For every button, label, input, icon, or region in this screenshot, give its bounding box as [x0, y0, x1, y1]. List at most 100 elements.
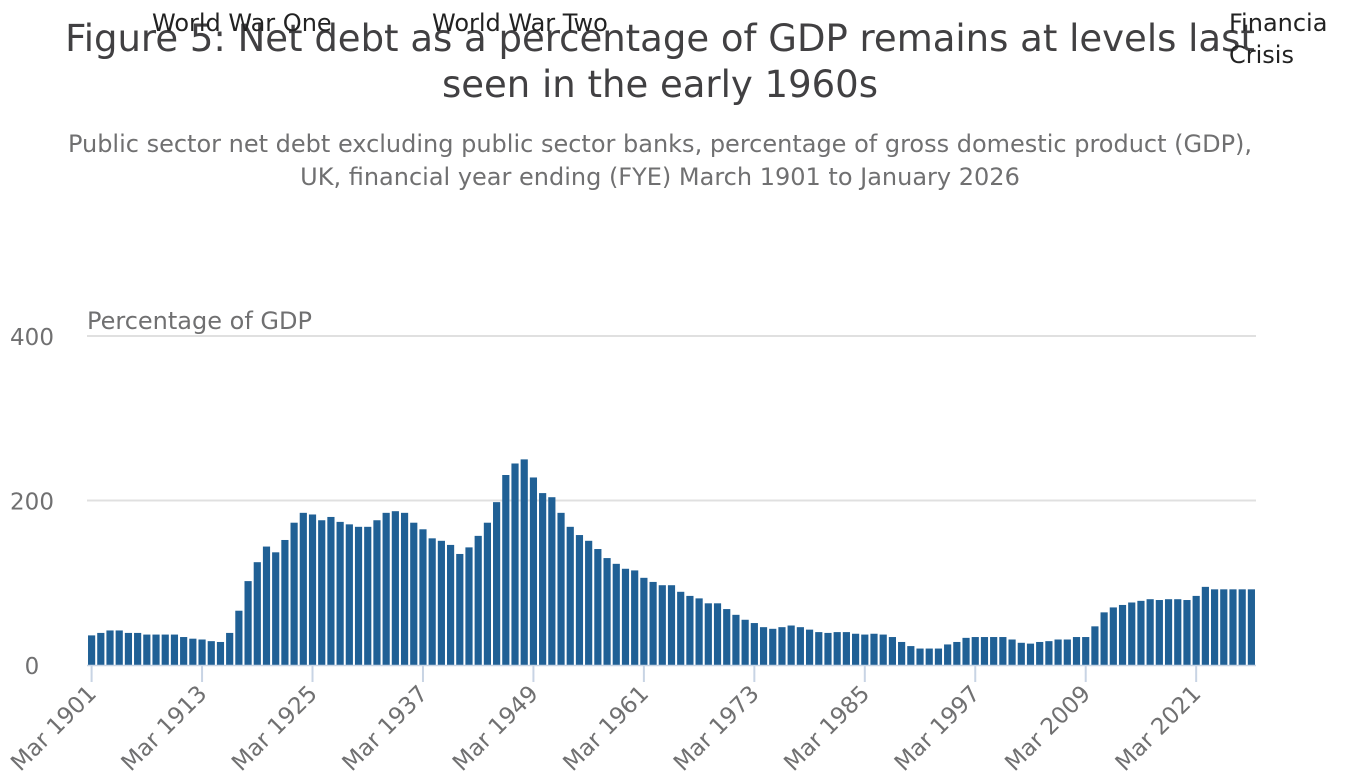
bar — [1183, 600, 1191, 665]
bar — [1036, 641, 1044, 665]
bar — [1100, 612, 1108, 665]
bar — [971, 637, 979, 665]
bar — [833, 632, 841, 665]
bar — [1164, 599, 1173, 665]
bar — [354, 526, 363, 665]
bar — [134, 632, 142, 665]
bar — [934, 648, 943, 665]
bar — [410, 522, 418, 665]
y-tick-label: 0 — [25, 654, 40, 680]
bar — [769, 628, 777, 665]
chart-title: Figure 5: Net debt as a percentage of GD… — [65, 17, 1255, 106]
bar — [207, 641, 215, 665]
bar — [631, 570, 639, 665]
x-tick-label: Mar 2021 — [1111, 681, 1207, 777]
bar — [235, 610, 243, 665]
bar — [566, 526, 574, 665]
bar — [999, 637, 1007, 665]
bar — [281, 539, 289, 665]
bar — [327, 516, 335, 665]
bar — [189, 638, 197, 665]
bar — [1082, 637, 1090, 665]
bar — [539, 493, 547, 665]
bar — [1118, 604, 1127, 665]
bar — [898, 641, 906, 665]
bar — [916, 648, 924, 665]
bar — [198, 639, 206, 665]
bar — [594, 549, 602, 665]
bar — [962, 637, 970, 665]
bar — [1128, 602, 1136, 665]
bar — [143, 634, 151, 665]
bar — [548, 497, 556, 665]
bar — [759, 627, 768, 665]
bar — [345, 524, 353, 665]
bar — [336, 521, 344, 665]
x-tick-label: Mar 1997 — [890, 681, 986, 777]
bar — [723, 609, 731, 665]
annotation-financial-crisis: Financia Crisis — [1229, 9, 1328, 69]
bar — [686, 595, 694, 665]
bar — [1054, 639, 1062, 665]
x-tick-label: Mar 1913 — [117, 681, 213, 777]
bar — [520, 459, 528, 665]
x-tick-label: Mar 1925 — [227, 681, 323, 777]
bar — [1026, 643, 1035, 665]
bar — [732, 614, 740, 665]
bar — [1229, 589, 1237, 665]
x-tick-label: Mar 2009 — [1000, 681, 1096, 777]
bar — [990, 637, 998, 665]
bar — [1008, 639, 1016, 665]
bar — [88, 635, 96, 665]
bar — [1109, 607, 1117, 665]
bar — [585, 540, 593, 665]
x-tick-label: Mar 1937 — [338, 681, 434, 777]
bar — [925, 648, 933, 665]
bar — [704, 603, 712, 665]
bar — [318, 520, 326, 665]
bar — [1017, 642, 1025, 665]
bar — [446, 544, 455, 665]
bar — [621, 568, 630, 665]
bar — [1063, 639, 1071, 665]
bar — [557, 512, 565, 665]
bar — [1201, 586, 1209, 665]
bar — [382, 512, 390, 665]
bar — [511, 463, 519, 665]
bar — [649, 581, 657, 665]
annotation-world-war-one: World War One — [152, 9, 332, 37]
bar — [428, 538, 436, 665]
bar — [97, 632, 105, 665]
bar — [364, 526, 372, 665]
bar — [852, 633, 860, 665]
bar — [299, 512, 307, 665]
y-tick-label: 400 — [10, 325, 54, 351]
bar — [474, 535, 482, 665]
bar — [106, 630, 114, 665]
bar — [152, 634, 160, 665]
bar — [1072, 637, 1081, 665]
bar — [796, 627, 804, 665]
bar — [216, 641, 225, 665]
bar — [907, 646, 915, 665]
bar — [465, 547, 473, 665]
bar — [1091, 626, 1099, 665]
bar — [1137, 600, 1145, 665]
x-tick-label: Mar 1985 — [779, 681, 875, 777]
bar — [502, 475, 510, 665]
annotation-world-war-two: World War Two — [432, 9, 608, 37]
bar — [888, 637, 897, 665]
bar — [750, 623, 758, 665]
bar — [1045, 641, 1053, 665]
bar — [603, 558, 611, 665]
bar — [824, 632, 832, 665]
bar — [575, 535, 584, 665]
bar — [290, 522, 298, 665]
bar — [226, 632, 234, 665]
bar — [391, 511, 399, 665]
bar — [272, 552, 280, 665]
bar — [695, 598, 703, 665]
chart-subtitle: Public sector net debt excluding public … — [67, 130, 1253, 191]
bar — [658, 585, 666, 665]
